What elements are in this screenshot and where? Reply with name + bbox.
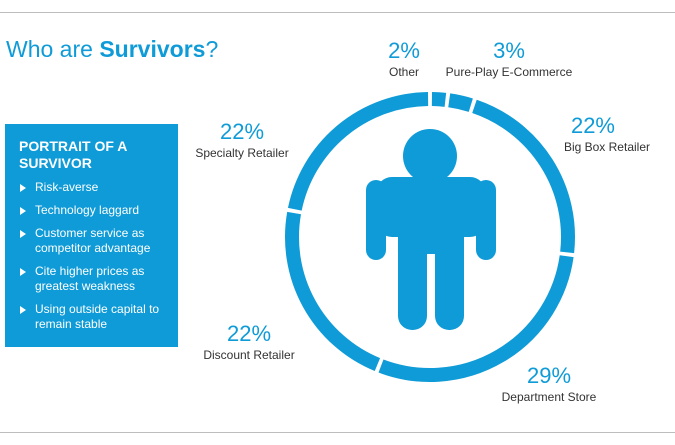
percent-label: 22% [220, 119, 264, 144]
portrait-item: Risk-averse [19, 180, 170, 195]
page-title: Who are Survivors? [6, 36, 218, 63]
percent-label: 29% [527, 363, 571, 388]
portrait-item-text: Technology laggard [35, 203, 140, 217]
portrait-item-text: Customer service as competitor advantage [35, 226, 151, 255]
triangle-right-icon [20, 230, 26, 238]
portrait-item-text: Cite higher prices as greatest weakness [35, 264, 145, 293]
triangle-right-icon [20, 207, 26, 215]
category-label: Other [389, 65, 419, 79]
portrait-item: Using outside capital to remain stable [19, 302, 170, 332]
ring-labels: 2% Other 3% Pure-Play E-Commerce 22% Big Box … [195, 38, 650, 404]
ring-segment [472, 99, 575, 254]
bottom-divider [0, 432, 675, 433]
percent-label: 3% [493, 38, 525, 63]
ring-segments [285, 92, 575, 382]
portrait-panel: PORTRAIT OF A SURVIVOR Risk-averse Techn… [5, 124, 178, 347]
ring-segment [287, 92, 429, 211]
percent-label: 2% [388, 38, 420, 63]
portrait-item-text: Risk-averse [35, 180, 99, 194]
percent-label: 22% [571, 113, 615, 138]
category-label: Specialty Retailer [195, 146, 288, 160]
category-label: Discount Retailer [203, 348, 294, 362]
ring-segment [378, 255, 574, 382]
title-prefix: Who are [6, 36, 100, 62]
title-suffix: ? [205, 36, 219, 62]
portrait-list: Risk-averse Technology laggard Customer … [19, 180, 170, 332]
percent-label: 22% [227, 321, 271, 346]
ring-segment [448, 93, 473, 112]
category-label: Big Box Retailer [564, 140, 650, 154]
category-label: Department Store [502, 390, 597, 404]
portrait-item: Customer service as competitor advantage [19, 226, 170, 256]
category-label: Pure-Play E-Commerce [446, 65, 573, 79]
ring-segment [285, 211, 381, 372]
ring-segment [431, 92, 447, 107]
portrait-item-text: Using outside capital to remain stable [35, 302, 160, 331]
triangle-right-icon [20, 184, 26, 192]
portrait-heading: PORTRAIT OF A SURVIVOR [19, 138, 127, 171]
portrait-item: Cite higher prices as greatest weakness [19, 264, 170, 294]
triangle-right-icon [20, 268, 26, 276]
person-icon [366, 129, 496, 330]
title-emphasis: Survivors [99, 36, 206, 62]
portrait-item: Technology laggard [19, 203, 170, 218]
triangle-right-icon [20, 306, 26, 314]
top-divider [0, 12, 675, 13]
